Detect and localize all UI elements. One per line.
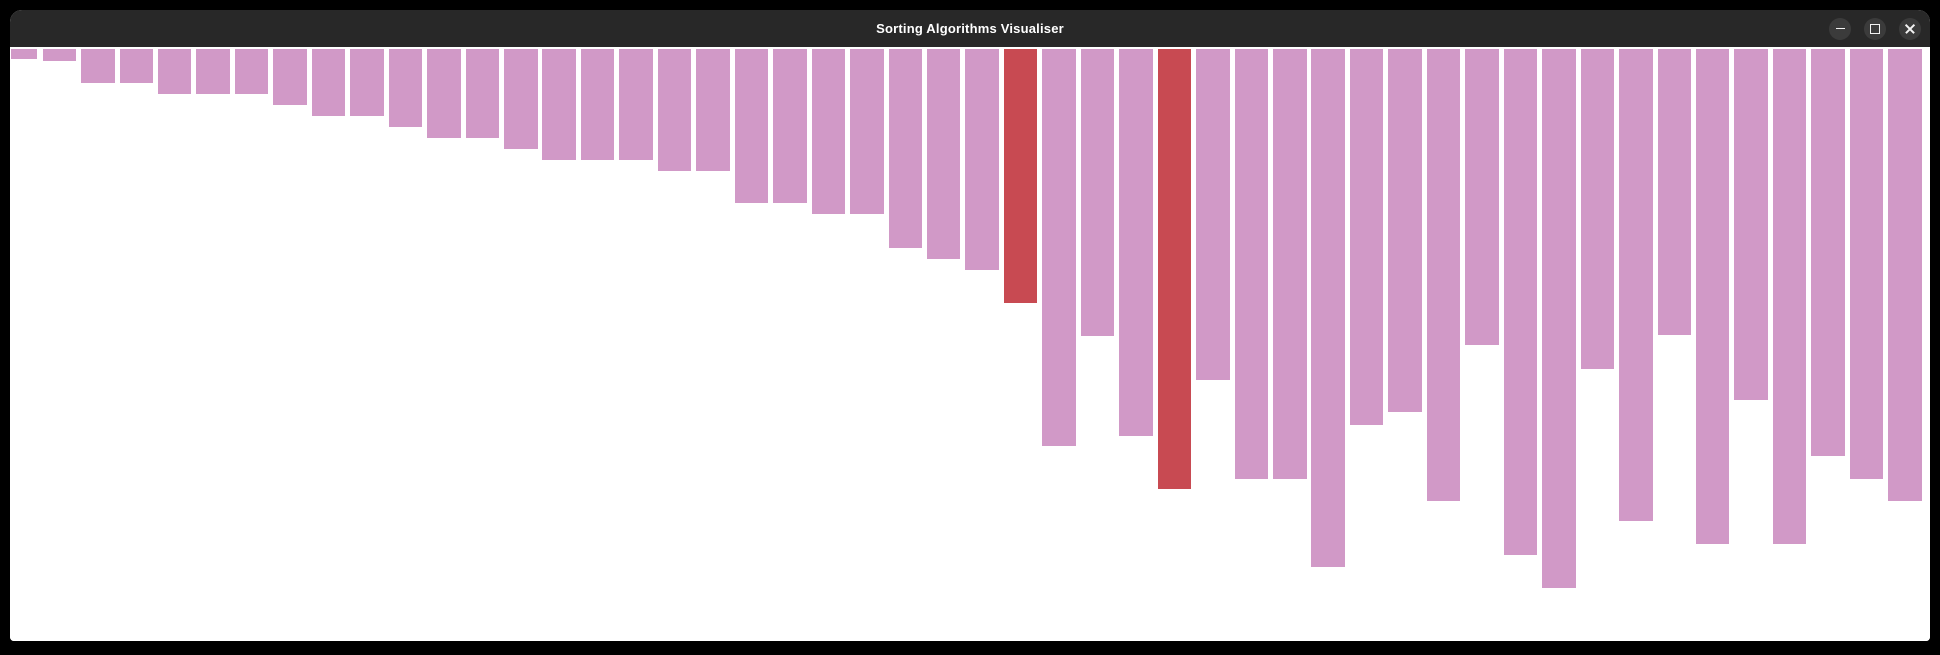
window-title: Sorting Algorithms Visualiser — [876, 21, 1064, 36]
sort-bar — [465, 49, 500, 138]
sort-bar — [196, 49, 230, 94]
sort-bar — [696, 49, 730, 171]
sort-bar — [926, 49, 961, 259]
visualizer-canvas — [10, 47, 1930, 641]
sort-bar — [273, 49, 307, 105]
sort-bar — [1695, 49, 1730, 544]
sort-bar — [1542, 49, 1576, 588]
sort-bar — [965, 49, 999, 270]
sort-bar — [1311, 49, 1345, 567]
close-button[interactable] — [1899, 17, 1921, 40]
sort-bar — [157, 49, 192, 94]
maximize-icon — [1870, 23, 1880, 34]
sort-bar — [811, 49, 846, 214]
sort-bar — [619, 49, 653, 160]
sort-bar — [11, 49, 37, 59]
sort-bar — [580, 49, 615, 160]
sort-bar — [1080, 49, 1115, 336]
sort-bar-active — [1157, 49, 1192, 489]
sort-bar — [1273, 49, 1307, 479]
sort-bar — [1426, 49, 1461, 501]
sort-bar — [1619, 49, 1653, 521]
sort-bar — [1734, 49, 1768, 400]
app-window: Sorting Algorithms Visualiser — [10, 10, 1930, 641]
sort-bar — [888, 49, 922, 248]
sort-bar — [350, 49, 384, 116]
sort-bar — [81, 49, 115, 83]
sort-bar — [1580, 49, 1615, 369]
sort-bar — [1349, 49, 1384, 425]
sort-bar — [388, 49, 423, 127]
sort-bar — [734, 49, 769, 203]
sort-bar — [1811, 49, 1845, 456]
sort-bar — [42, 49, 77, 61]
sort-bar-active — [1003, 49, 1038, 303]
maximize-button[interactable] — [1864, 17, 1886, 40]
sort-bar — [1042, 49, 1076, 446]
sort-bar — [234, 49, 269, 94]
sort-bar — [1119, 49, 1153, 436]
sort-bar — [773, 49, 807, 203]
window-controls — [1829, 10, 1921, 47]
sort-bar — [1234, 49, 1269, 479]
sort-bar — [542, 49, 576, 160]
sort-bar — [1849, 49, 1884, 479]
sort-bar — [504, 49, 538, 149]
minimize-icon — [1835, 27, 1845, 30]
sort-bar — [427, 49, 461, 138]
sort-bar — [1388, 49, 1422, 412]
sort-bar — [1657, 49, 1691, 335]
sort-bar — [1772, 49, 1807, 544]
sort-bar — [1196, 49, 1230, 380]
title-bar: Sorting Algorithms Visualiser — [10, 10, 1930, 47]
sort-bar — [1465, 49, 1499, 345]
sort-bar — [1888, 49, 1922, 501]
minimize-button[interactable] — [1829, 17, 1851, 40]
sort-bar — [850, 49, 884, 214]
sort-bar — [119, 49, 153, 83]
sort-bar — [311, 49, 346, 116]
sort-bar — [1503, 49, 1538, 555]
sort-bar — [657, 49, 692, 171]
